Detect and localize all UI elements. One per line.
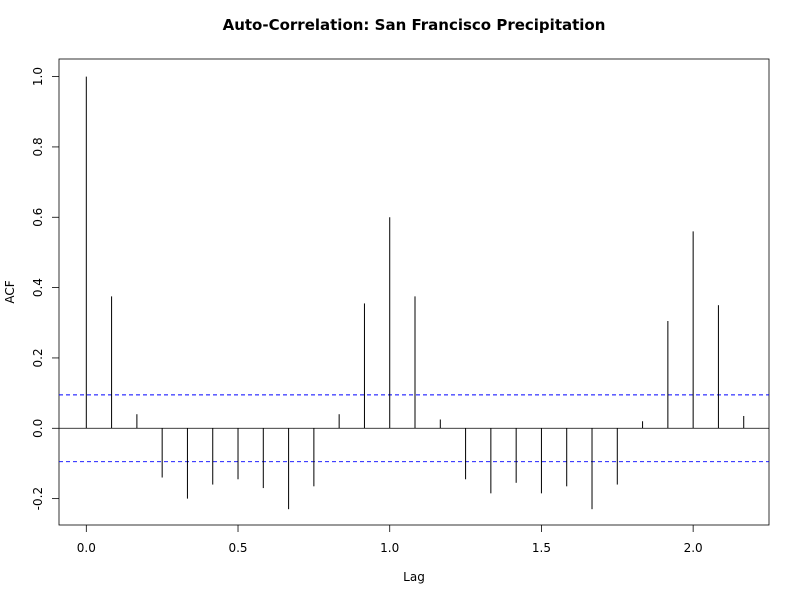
- y-tick-label: -0.2: [31, 487, 45, 510]
- y-tick-label: 0.2: [31, 348, 45, 367]
- chart-title: Auto-Correlation: San Francisco Precipit…: [223, 16, 606, 34]
- x-tick-label: 1.0: [380, 541, 399, 555]
- y-axis-label: ACF: [3, 280, 17, 303]
- confidence-band-lines: [59, 394, 769, 463]
- x-tick-label: 0.5: [228, 541, 247, 555]
- y-tick-label: 0.8: [31, 137, 45, 156]
- x-axis-label: Lag: [403, 570, 425, 584]
- y-axis-ticks: -0.2 0.0 0.2 0.4 0.6 0.8 1.0: [31, 67, 59, 510]
- y-tick-label: 1.0: [31, 67, 45, 86]
- x-axis-ticks: 0.0 0.5 1.0 1.5 2.0: [77, 525, 703, 555]
- plot-frame: [58, 58, 770, 526]
- y-tick-label: 0.0: [31, 419, 45, 438]
- x-tick-label: 1.5: [532, 541, 551, 555]
- y-tick-label: 0.6: [31, 208, 45, 227]
- y-tick-label: 0.4: [31, 278, 45, 297]
- x-tick-label: 2.0: [684, 541, 703, 555]
- acf-bars: [85, 76, 745, 510]
- x-tick-label: 0.0: [77, 541, 96, 555]
